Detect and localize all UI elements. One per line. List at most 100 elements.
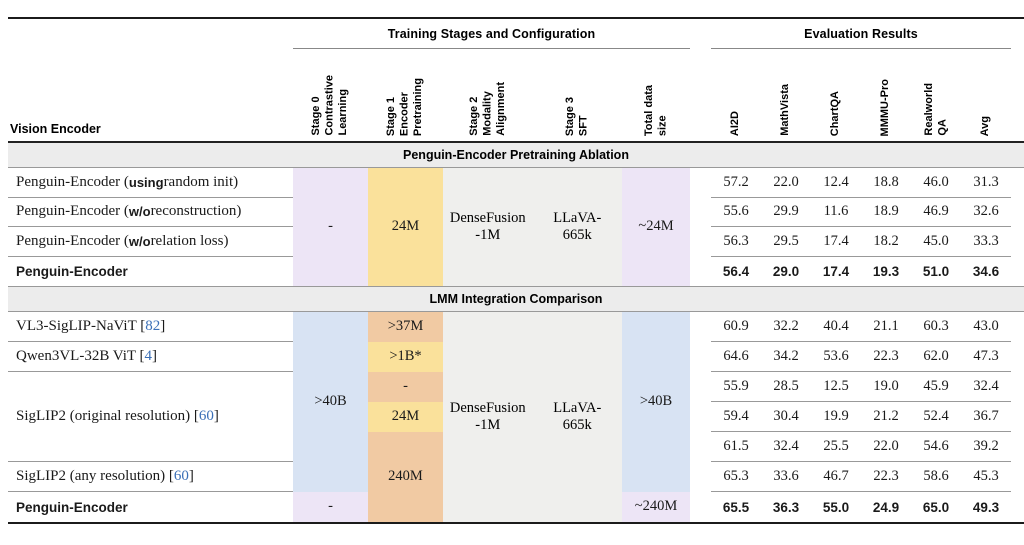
cell-stage1-1b: >1B*	[368, 342, 443, 372]
table-header: Training Stages and Configuration Evalua…	[8, 17, 1024, 141]
row-label-vl3-siglip-navit: VL3-SigLIP-NaViT [82]	[8, 312, 293, 342]
cell-stage2-densefusion: DenseFusion -1M	[449, 209, 526, 243]
cell-stage1-24m: 24M	[368, 168, 443, 286]
value-cell: 11.6	[811, 198, 861, 227]
row-label-text: ]	[188, 468, 194, 484]
column-header-ai2d-label: AI2D	[729, 110, 742, 136]
value-cell: 32.2	[761, 312, 811, 342]
value-cell: 40.4	[811, 312, 861, 342]
value-cell: 19.9	[811, 402, 861, 432]
row-label-text: relation loss)	[150, 232, 229, 249]
cell-stage0-none: -	[293, 168, 368, 286]
value-cell: 62.0	[911, 342, 961, 372]
cell-stage2-stage3: DenseFusion -1M LLaVA- 665k	[443, 312, 622, 522]
value-cell: 33.3	[961, 227, 1011, 257]
column-header-total-data-label: Total data size	[642, 84, 668, 136]
row-label-penguin-encoder: Penguin-Encoder	[8, 492, 293, 522]
citation-link[interactable]: 60	[173, 468, 189, 484]
value-cell: 12.4	[811, 168, 861, 198]
column-header-mathvista: MathVista	[761, 49, 811, 141]
column-header-mmmu-pro-label: MMMU-Pro	[879, 78, 892, 136]
column-header-chartqa-label: ChartQA	[829, 90, 842, 136]
citation-link[interactable]: 4	[144, 348, 153, 364]
value-cell: 12.5	[811, 372, 861, 402]
value-cell: 45.3	[961, 462, 1011, 492]
column-header-ai2d: AI2D	[711, 49, 761, 141]
row-label-text: Penguin-Encoder (	[16, 232, 129, 249]
row-label-text: random init)	[163, 173, 239, 190]
value-cell: 29.9	[761, 198, 811, 227]
cell-total-40b: >40B	[622, 312, 690, 492]
cell-stage3-llava: LLaVA- 665k	[553, 209, 602, 243]
cell-stage0-40b: >40B	[293, 312, 368, 492]
value-cell: 57.2	[711, 168, 761, 198]
value-cell: 46.7	[811, 462, 861, 492]
column-header-total-data: Total data size	[622, 49, 690, 141]
value-cell: 39.2	[961, 432, 1011, 462]
value-cell: 34.6	[972, 263, 1000, 279]
value-cell: 22.3	[861, 462, 911, 492]
value-cell: 47.3	[961, 342, 1011, 372]
value-cell: 18.8	[861, 168, 911, 198]
value-cell: 65.3	[711, 462, 761, 492]
citation-link[interactable]: 82	[145, 318, 161, 334]
column-header-mmmu-pro: MMMU-Pro	[861, 49, 911, 141]
value-cell: 18.9	[861, 198, 911, 227]
row-label-text: ]	[152, 348, 158, 364]
row-label-text: Penguin-Encoder (	[16, 173, 129, 190]
cell-stage0-none: -	[293, 492, 368, 522]
citation-link[interactable]: 60	[198, 408, 214, 424]
row-label-text: Qwen3VL-32B ViT [	[16, 348, 145, 364]
value-cell: 65.5	[722, 499, 750, 515]
value-cell: 25.5	[811, 432, 861, 462]
value-cell: 22.0	[761, 168, 811, 198]
row-label-text: SigLIP2 (original resolution) [	[16, 408, 199, 424]
column-header-stage2-label: Stage 2 Modality Alignment	[467, 82, 507, 136]
value-cell: 55.0	[822, 499, 850, 515]
column-header-avg-label: Avg	[979, 115, 992, 136]
value-cell: 55.9	[711, 372, 761, 402]
row-label-penguin-encoder: Penguin-Encoder	[8, 257, 293, 287]
value-cell: 30.4	[761, 402, 811, 432]
value-cell: 21.2	[861, 402, 911, 432]
value-cell: 54.6	[911, 432, 961, 462]
value-cell: 17.4	[822, 263, 850, 279]
value-cell: 19.3	[872, 263, 900, 279]
value-cell: 22.0	[861, 432, 911, 462]
column-header-stage0: Stage 0 Contrastive Learning	[293, 49, 368, 141]
value-cell: 59.4	[711, 402, 761, 432]
value-cell: 18.2	[861, 227, 911, 257]
value-cell: 46.0	[911, 168, 961, 198]
value-cell: 52.4	[911, 402, 961, 432]
column-header-realworldqa-label: Realworld QA	[922, 83, 948, 136]
group-header-evaluation: Evaluation Results	[711, 19, 1011, 49]
value-cell: 36.7	[961, 402, 1011, 432]
column-header-realworldqa: Realworld QA	[911, 49, 961, 141]
value-cell: 22.3	[861, 342, 911, 372]
column-header-stage1-label: Stage 1 Encoder Pretraining	[385, 77, 425, 136]
column-header-stage2: Stage 2 Modality Alignment	[443, 49, 533, 141]
row-label-text: reconstruction)	[150, 203, 242, 220]
section-header-pretraining-ablation: Penguin-Encoder Pretraining Ablation	[8, 141, 1024, 168]
value-cell: 43.0	[961, 312, 1011, 342]
row-label-text: VL3-SigLIP-NaViT [	[16, 318, 146, 334]
column-header-chartqa: ChartQA	[811, 49, 861, 141]
column-header-stage1: Stage 1 Encoder Pretraining	[368, 49, 443, 141]
row-label-wo-relation-loss: Penguin-Encoder (w/o relation loss)	[8, 227, 293, 257]
column-header-avg: Avg	[961, 49, 1011, 141]
value-cell: 34.2	[761, 342, 811, 372]
value-cell: 61.5	[711, 432, 761, 462]
column-header-mathvista-label: MathVista	[779, 84, 792, 136]
row-label-text: Penguin-Encoder (	[16, 203, 129, 220]
row-label-bold-text: using	[128, 174, 164, 190]
row-label-siglip2-any: SigLIP2 (any resolution) [60]	[8, 462, 293, 492]
value-cell: 17.4	[811, 227, 861, 257]
value-cell: 60.3	[911, 312, 961, 342]
row-label-siglip2-original: SigLIP2 (original resolution) [60]	[8, 372, 293, 462]
value-cell: 64.6	[711, 342, 761, 372]
value-cell: 65.0	[922, 499, 950, 515]
value-cell: 56.4	[722, 263, 750, 279]
value-cell: 31.3	[961, 168, 1011, 198]
value-cell: 19.0	[861, 372, 911, 402]
value-cell: 58.6	[911, 462, 961, 492]
